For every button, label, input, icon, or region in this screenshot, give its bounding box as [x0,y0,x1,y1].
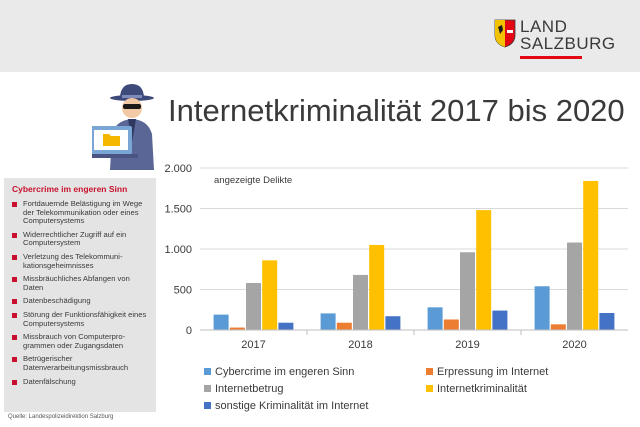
hacker-icon [92,84,154,170]
y-tick-label: 500 [174,285,192,297]
chart-annotation: angezeigte Delikte [214,175,292,186]
bar [320,313,336,330]
legend-label: Erpressung im Internet [437,366,548,378]
bar [427,307,443,330]
bullet-icon [12,312,17,318]
list-item-label: Widerrechtlicher Zugriff auf ein Compute… [23,229,127,248]
list-item-label: Fortdauernde Belästigung im Wege der Tel… [23,199,143,226]
bullet-icon [12,299,17,305]
bullet-icon [12,202,17,207]
y-tick-label: 1.000 [164,244,192,256]
bullet-icon [12,379,17,385]
page-title: Internetkriminalität 2017 bis 2020 [168,93,625,128]
bar [353,274,368,330]
bar [567,242,582,330]
logo-underline [520,56,582,59]
list-item-label: Betrügerischer Datenverarbeitungsmissbra… [23,354,129,372]
list-item: Betrügerischer Datenverarbeitungsmissbra… [10,354,150,372]
x-tick-label: 2020 [562,339,586,351]
list-item: Missbräuchliches Abfangen von Daten [10,274,150,292]
bar [443,319,459,330]
legend-swatch [204,385,211,392]
legend-label: Internetkriminalität [437,383,527,395]
y-tick-label: 0 [186,325,192,337]
x-tick-label: 2017 [241,339,265,351]
bullet-icon [12,357,17,363]
sidebar-title: Cybercrime im engeren Sinn [12,184,128,194]
list-item: Fortdauernde Belästigung im Wege der Tel… [10,199,150,226]
bar [599,312,615,330]
legend-swatch [204,368,211,375]
cybercrime-definition-panel: Cybercrime im engeren Sinn Fortdauernde … [4,178,156,412]
list-item: Datenfälschung [10,376,150,387]
x-tick-label: 2019 [455,339,479,351]
logo-line2: SALZBURG [520,34,616,53]
bar [385,316,401,330]
bullet-icon [12,254,17,260]
list-item: Störung der Funktionsfähigkeit eines Com… [10,309,150,328]
bar [460,252,475,330]
legend-label: Cybercrime im engeren Sinn [215,366,354,378]
bar [583,180,599,330]
folder-icon [103,134,120,146]
shield-icon [494,19,516,48]
bar [476,210,492,330]
list-item-label: Datenfälschung [23,376,76,386]
bar [278,322,294,330]
source-note: Quelle: Landespolizeidirektion Salzburg [8,414,114,420]
bar [369,244,385,330]
list-item: Widerrechtlicher Zugriff auf ein Compute… [10,229,150,248]
legend-swatch [426,368,433,375]
bar [213,314,229,330]
list-item-label: Missbrauch von Computerpro­grammen oder … [23,332,126,350]
logo-line1: LAND [520,17,568,36]
header-band [0,0,640,72]
bullet-icon [12,335,17,341]
y-tick-label: 2.000 [164,163,192,175]
x-tick-label: 2018 [348,339,372,351]
bullet-icon [12,232,17,238]
legend-label: Internetbetrug [215,383,284,395]
bar [534,286,550,330]
list-item-label: Verletzung des Telekommuni­kationsgeheim… [23,251,123,270]
list-item: Verletzung des Telekommuni­kationsgeheim… [10,251,150,270]
bullet-icon [12,277,17,283]
bar [336,322,352,330]
list-item-label: Missbräuchliches Abfangen von Daten [23,274,130,292]
legend-swatch [426,385,433,392]
legend-swatch [204,402,211,409]
list-item-label: Störung der Funktionsfähigkeit eines Com… [23,309,147,328]
list-item-label: Datenbeschädigung [23,296,91,306]
y-tick-label: 1.500 [164,204,192,216]
bar [229,327,245,330]
legend-label: sonstige Kriminalität im Internet [215,400,368,412]
bar [246,283,261,330]
list-item: Missbrauch von Computerpro­grammen oder … [10,332,150,350]
land-salzburg-logo: LAND SALZBURG [494,18,616,60]
logo-text: LAND SALZBURG [520,18,616,52]
bar [262,260,278,330]
bar [492,310,508,330]
bar-chart: 0 500 1.000 1.500 2.000 angezeigte Delikte 201… [164,163,628,412]
bar [550,324,566,330]
list-item: Datenbeschädigung [10,297,150,306]
